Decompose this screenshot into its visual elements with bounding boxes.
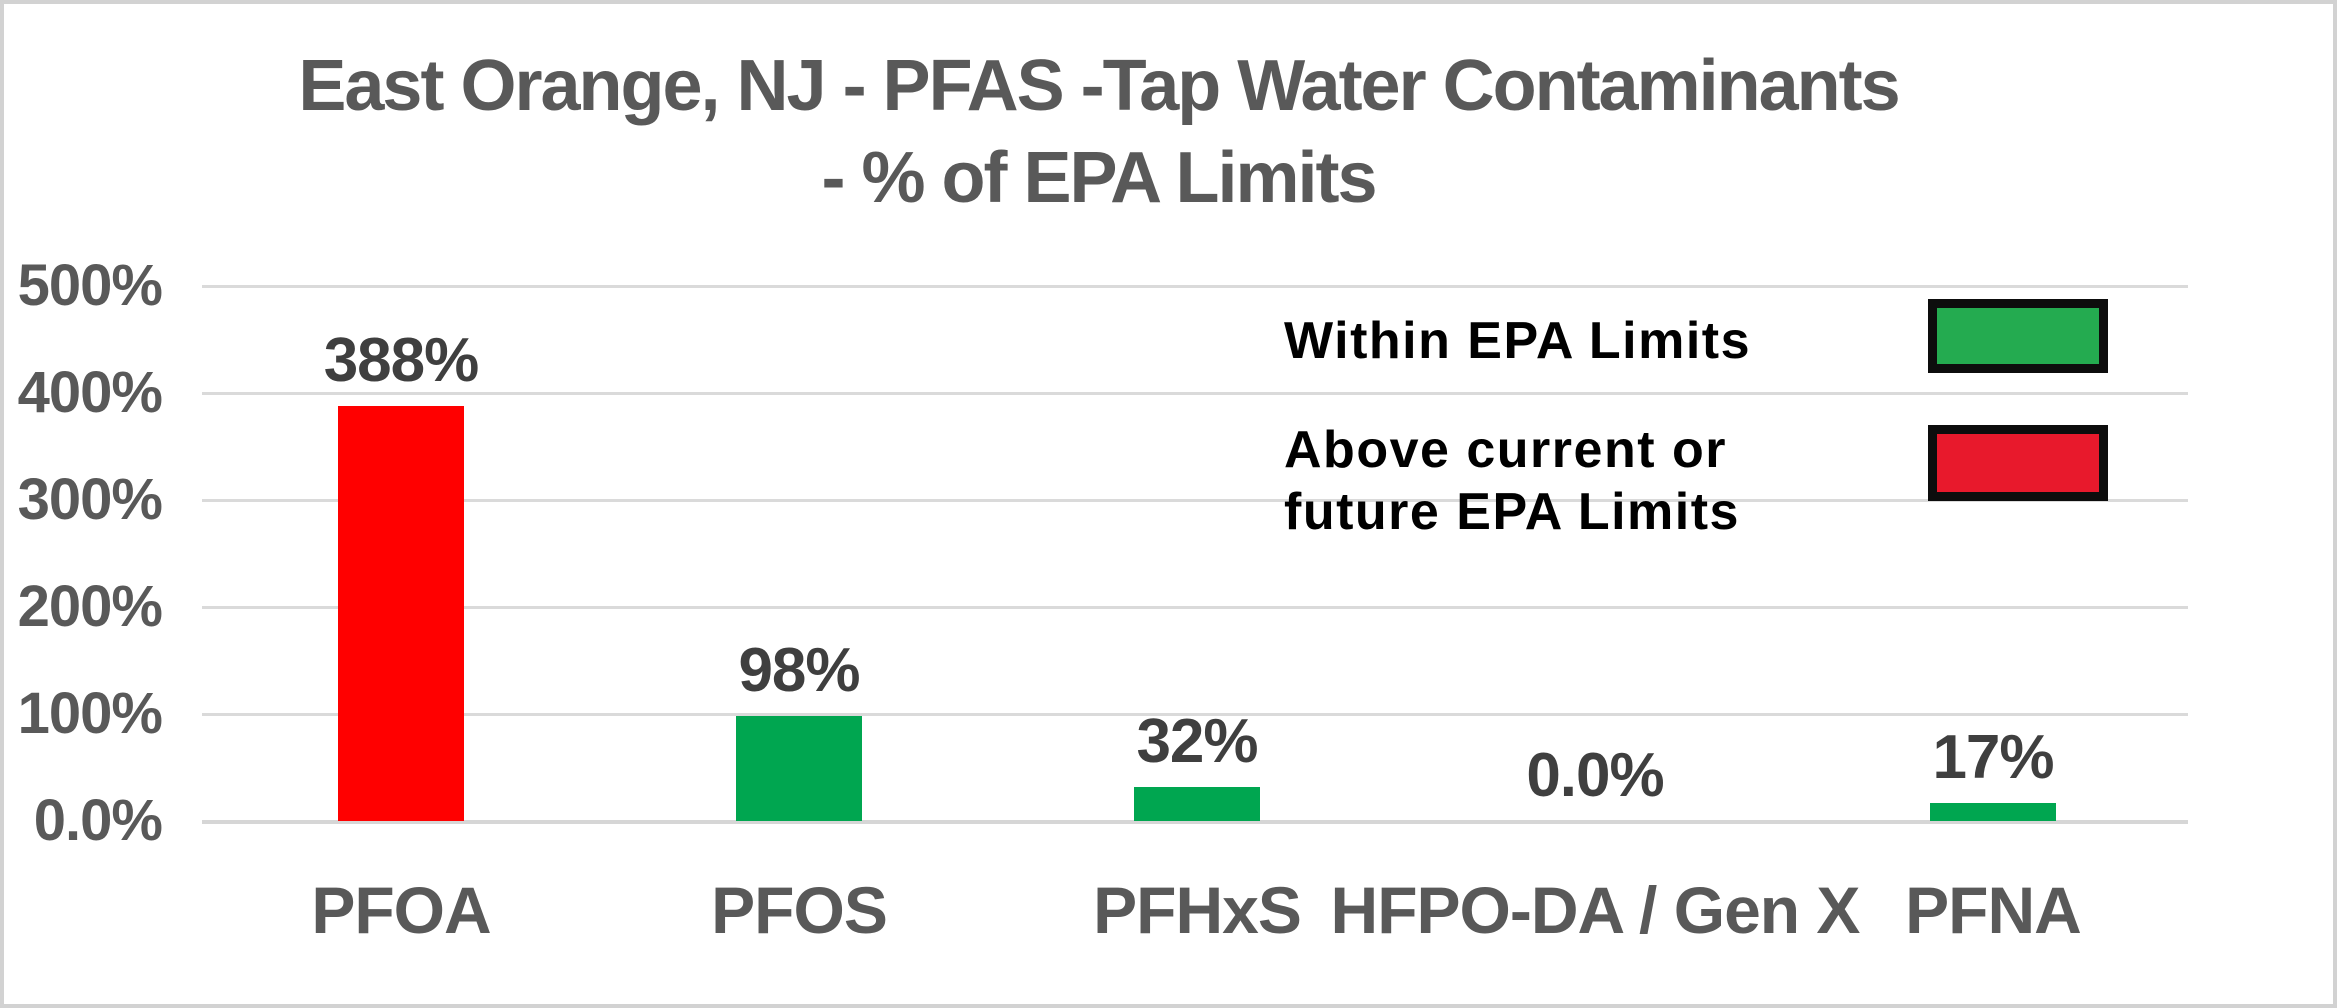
bar-pfoa bbox=[338, 406, 464, 821]
y-axis-tick-200: 200% bbox=[17, 574, 163, 639]
gridline-300 bbox=[202, 498, 2188, 502]
bar-pfos bbox=[736, 716, 862, 821]
y-axis-tick-500: 500% bbox=[17, 253, 163, 318]
bar-pfna bbox=[1930, 803, 2056, 821]
x-axis-label-pfna: PFNA bbox=[1905, 873, 2082, 947]
x-axis-label-pfhxs: PFHxS bbox=[1093, 873, 1302, 947]
gridline-500 bbox=[202, 284, 2188, 288]
gridline-200 bbox=[202, 605, 2188, 609]
y-axis-tick-0: 0.0% bbox=[33, 788, 163, 853]
x-axis-label-hfpo-da-gen-x: HFPO-DA / Gen X bbox=[1330, 873, 1861, 947]
y-axis-tick-100: 100% bbox=[17, 681, 163, 746]
chart-title: East Orange, NJ - PFAS -Tap Water Contam… bbox=[4, 40, 2193, 224]
legend-swatch-above-epa-limits bbox=[1928, 425, 2108, 501]
value-label-pfhxs: 32% bbox=[1136, 707, 1258, 776]
legend-swatch-within-epa-limits bbox=[1928, 299, 2108, 373]
bar-pfhxs bbox=[1134, 787, 1260, 821]
x-axis-label-pfos: PFOS bbox=[711, 873, 888, 947]
legend-label-above-line-1: Above current or bbox=[1284, 421, 1727, 479]
chart-title-line-1: East Orange, NJ - PFAS -Tap Water Contam… bbox=[298, 46, 1900, 126]
y-axis-tick-300: 300% bbox=[17, 467, 163, 532]
gridline-400 bbox=[202, 391, 2188, 395]
legend-label-above-line-2: future EPA Limits bbox=[1284, 483, 1740, 541]
gridline-100 bbox=[202, 712, 2188, 716]
plot-area: 500% 400% 300% 200% 100% 0.0% 388% PFOA 98% PFOS 3… bbox=[4, 4, 2333, 1004]
value-label-pfoa: 388% bbox=[323, 326, 480, 395]
value-label-pfos: 98% bbox=[738, 636, 860, 705]
value-label-hfpo-da-gen-x: 0.0% bbox=[1526, 741, 1664, 810]
legend-label-within-line-1: Within EPA Limits bbox=[1284, 312, 1752, 370]
x-axis-label-pfoa: PFOA bbox=[311, 873, 491, 947]
gridline-0 bbox=[202, 819, 2188, 824]
y-axis-tick-400: 400% bbox=[17, 360, 163, 425]
legend-label-above-epa-limits: Above current or future EPA Limits bbox=[1284, 419, 1740, 543]
legend-label-within-epa-limits: Within EPA Limits bbox=[1284, 310, 1751, 372]
chart-title-line-2: - % of EPA Limits bbox=[821, 138, 1377, 218]
value-label-pfna: 17% bbox=[1932, 723, 2054, 792]
